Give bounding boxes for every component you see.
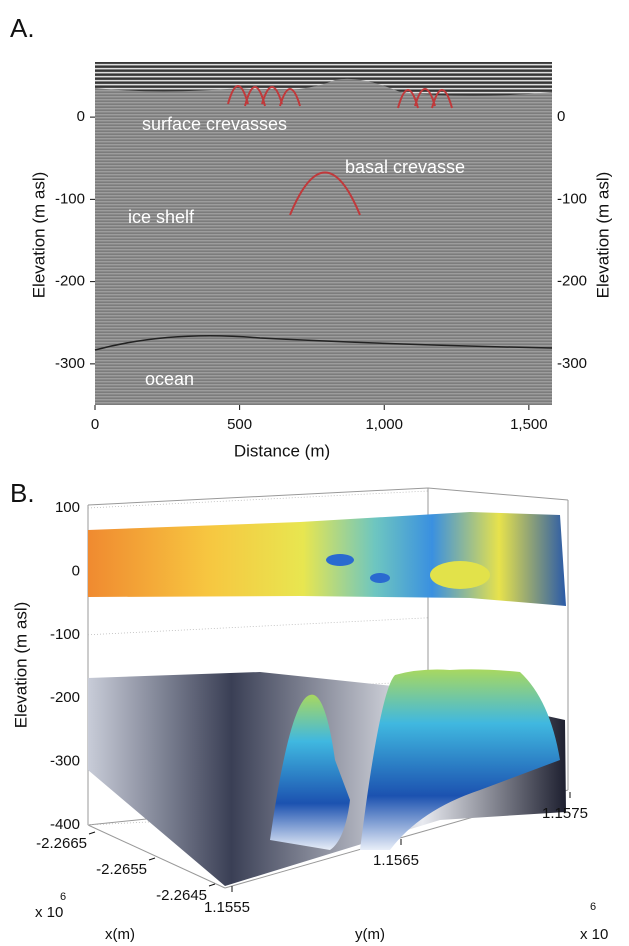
annotation: surface crevasses (142, 114, 287, 134)
z-tick-label: -400 (50, 816, 80, 833)
y2-tick-label: -100 (557, 190, 587, 207)
panel-label: A. (10, 13, 35, 43)
exponent: 6 (590, 901, 596, 913)
y-tick-label: 1.1575 (542, 805, 588, 822)
y-tick-label: -100 (55, 190, 85, 207)
x-tick (208, 883, 216, 887)
x-tick-label: -2.2655 (96, 861, 147, 878)
y2-tick-label: 0 (557, 108, 565, 125)
grid-line (87, 617, 429, 636)
z-tick-label: -300 (50, 753, 80, 770)
exponent-label: x 10 (35, 904, 63, 921)
z-tick-label: -200 (50, 689, 80, 706)
basal-ridge (270, 694, 350, 850)
x-tick-label: -2.2665 (36, 835, 87, 852)
panel-label: B. (10, 478, 35, 508)
basal-ridge (360, 669, 560, 850)
z-tick-label: 100 (55, 499, 80, 516)
x-tick-label: 0 (91, 416, 99, 433)
y2-tick-label: -200 (557, 273, 587, 290)
y2-tick-label: -300 (557, 355, 587, 372)
crevasse-markers (227, 85, 453, 216)
x-tick (88, 831, 96, 835)
annotation: basal crevasse (345, 157, 465, 177)
x-tick (148, 857, 156, 861)
annotation: ice shelf (128, 207, 195, 227)
y-tick-label: 1.1555 (204, 899, 250, 916)
radargram-image (95, 62, 552, 405)
annotation: ocean (145, 369, 194, 389)
x-tick-label: 500 (227, 416, 252, 433)
x-tick-label: 1,000 (365, 416, 403, 433)
y-tick-label: -300 (55, 355, 85, 372)
z-axis-label: Elevation (m asl) (11, 602, 30, 729)
surface-feature (430, 561, 490, 589)
y-tick-label: -200 (55, 273, 85, 290)
x-axis-label: x(m) (105, 926, 135, 943)
base-reflection (94, 334, 553, 351)
y-axis-label: y(m) (355, 926, 385, 943)
x-tick-label: -2.2645 (156, 887, 207, 904)
exponent: 6 (60, 891, 66, 903)
z-tick-label: 0 (72, 562, 80, 579)
x-tick-label: 1,500 (510, 416, 548, 433)
grid-line (87, 490, 429, 509)
exponent-label: x 10 (580, 926, 608, 943)
y-tick-label: 0 (77, 108, 85, 125)
surface-feature (370, 573, 390, 583)
z-tick-label: -100 (50, 626, 80, 643)
y-axis-label: Elevation (m asl) (29, 172, 48, 299)
surface-reflection (95, 62, 552, 96)
y-tick-label: 1.1565 (373, 852, 419, 869)
x-axis-label: Distance (m) (234, 441, 330, 460)
surface-feature (326, 554, 354, 566)
y2-axis-label: Elevation (m asl) (593, 172, 612, 299)
